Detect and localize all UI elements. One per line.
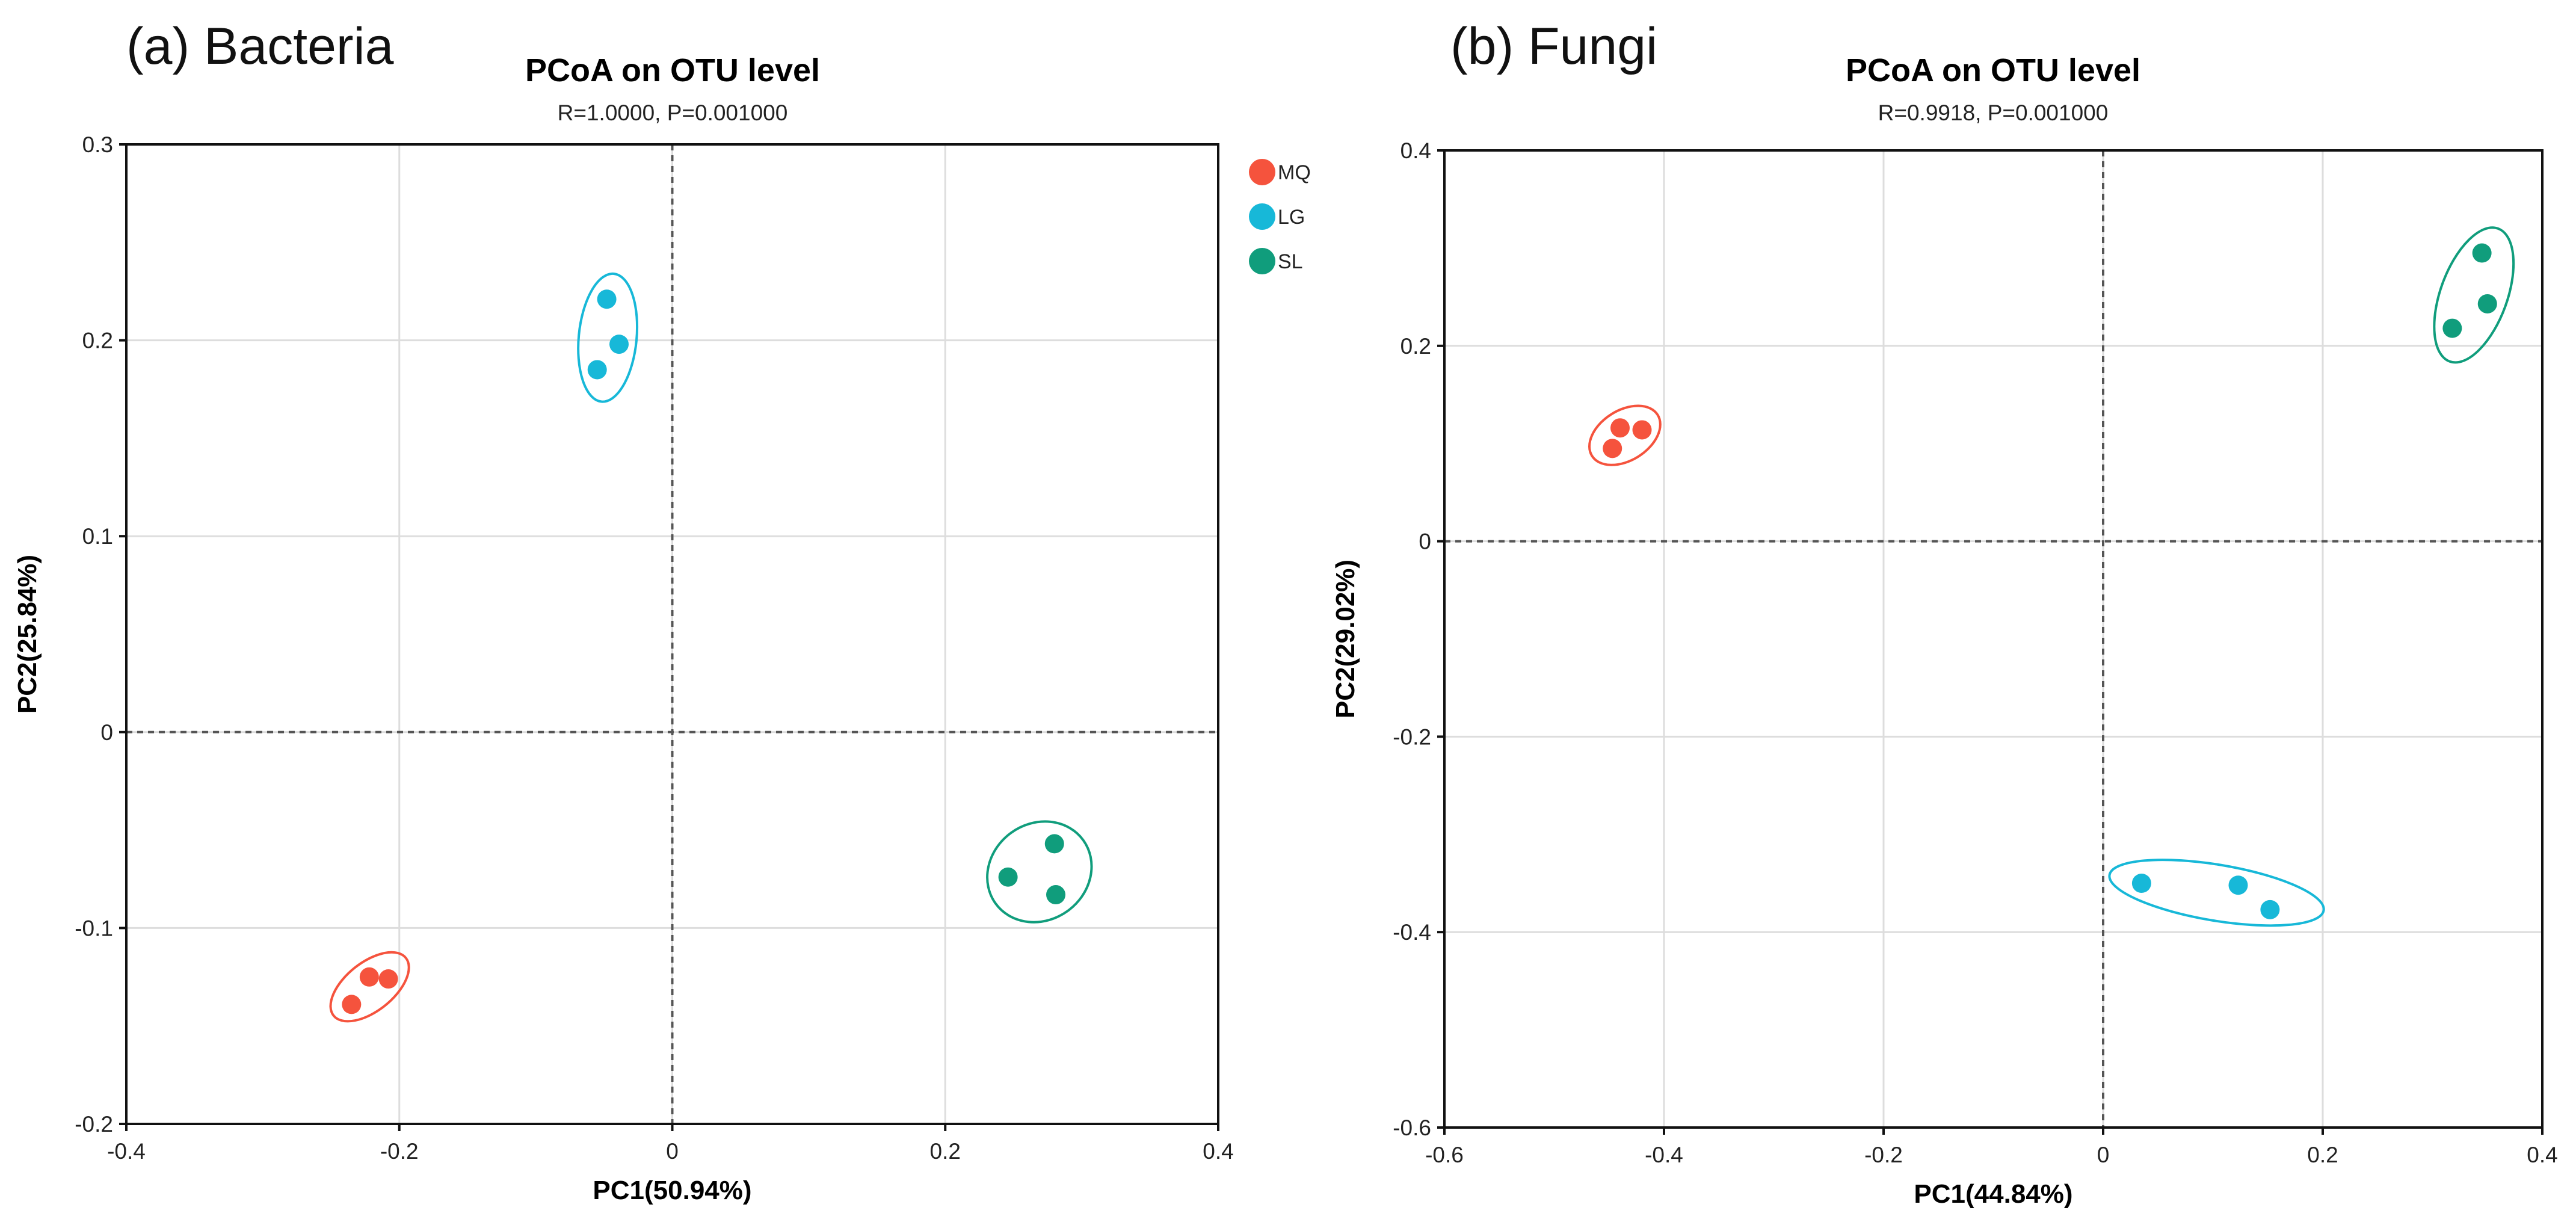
confidence-ellipse-mq [329,951,410,1023]
x-tick-label: 0.2 [2307,1143,2338,1167]
data-point-mq [1603,439,1622,458]
data-point-mq [1632,420,1652,440]
chart-subtitle: R=0.9918, P=0.001000 [1878,100,2109,125]
panel-label: (a) Bacteria [126,17,394,75]
panel-label: (b) Fungi [1450,17,1658,75]
x-tick-label: -0.2 [380,1139,419,1164]
y-tick-label: -0.2 [1393,724,1431,749]
data-point-lg [609,335,629,354]
y-tick-label: 0.4 [1400,138,1431,163]
panel-bacteria: (a) Bacteria PCoA on OTU level R=1.0000, … [13,17,1311,1205]
x-tick-label: -0.4 [1645,1143,1683,1167]
data-point-lg [2131,874,2151,893]
data-point-mq [1610,418,1630,438]
y-axis-label: PC2(25.84%) [13,555,42,714]
x-tick-label: -0.2 [1864,1143,1903,1167]
y-axis-label: PC2(29.02%) [1331,560,1360,718]
y-tick-label: 0.2 [82,329,113,353]
chart-bacteria: PCoA on OTU level R=1.0000, P=0.001000 -0.… [13,52,1311,1205]
data-point-mq [342,995,362,1014]
legend-label-mq: MQ [1278,161,1311,184]
y-tick-label: 0.2 [1400,334,1431,359]
data-point-sl [2442,318,2462,338]
data-point-sl [2472,243,2492,263]
legend-label-lg: LG [1278,206,1305,229]
x-axis-label: PC1(44.84%) [1914,1179,2072,1209]
legend-marker-sl [1249,248,1275,274]
data-point-lg [587,360,607,380]
y-tick-label: 0 [1419,529,1431,554]
y-tick-label: -0.4 [1393,920,1431,945]
x-tick-label: 0.4 [1203,1139,1233,1164]
x-axis-label: PC1(50.94%) [593,1176,751,1205]
chart-subtitle: R=1.0000, P=0.001000 [558,100,788,125]
y-tick-label: 0.1 [82,524,113,549]
plot-frame [1443,149,2544,1129]
y-tick-label: -0.2 [75,1112,113,1137]
confidence-ellipse-lg [577,272,639,403]
chart-title: PCoA on OTU level [1846,52,2140,88]
x-tick-label: 0.4 [2527,1143,2557,1167]
panel-fungi: (b) Fungi PCoA on OTU level R=0.9918, P=0… [1288,0,2576,1228]
confidence-ellipse-lg [2108,859,2325,927]
data-point-mq [378,969,398,989]
x-tick-label: -0.4 [107,1139,146,1164]
chart-title: PCoA on OTU level [525,52,820,88]
confidence-ellipse-sl [2433,226,2515,364]
chart-fungi: PCoA on OTU level R=0.9918, P=0.001000 -0.… [1331,52,2558,1209]
x-tick-label: 0 [666,1139,679,1164]
data-point-mq [359,967,379,987]
data-point-lg [2260,899,2280,919]
legend-marker-mq [1249,159,1275,185]
legend-label-sl: SL [1278,250,1303,273]
confidence-ellipse-mq [1588,404,1662,466]
y-tick-label: -0.1 [75,916,113,940]
x-tick-label: 0.2 [930,1139,961,1164]
confidence-ellipse-sl [986,820,1093,924]
data-point-sl [998,867,1018,887]
y-tick-label: 0 [100,720,113,745]
x-tick-label: 0 [2097,1143,2110,1167]
y-tick-label: 0.3 [82,132,113,157]
data-point-lg [2228,875,2248,895]
data-point-sl [1044,834,1064,854]
data-point-lg [597,289,617,309]
y-tick-label: -0.6 [1393,1115,1431,1140]
data-point-sl [2477,294,2497,313]
legend-marker-lg [1249,203,1275,230]
x-tick-label: -0.6 [1425,1143,1464,1167]
data-point-sl [1046,885,1066,905]
